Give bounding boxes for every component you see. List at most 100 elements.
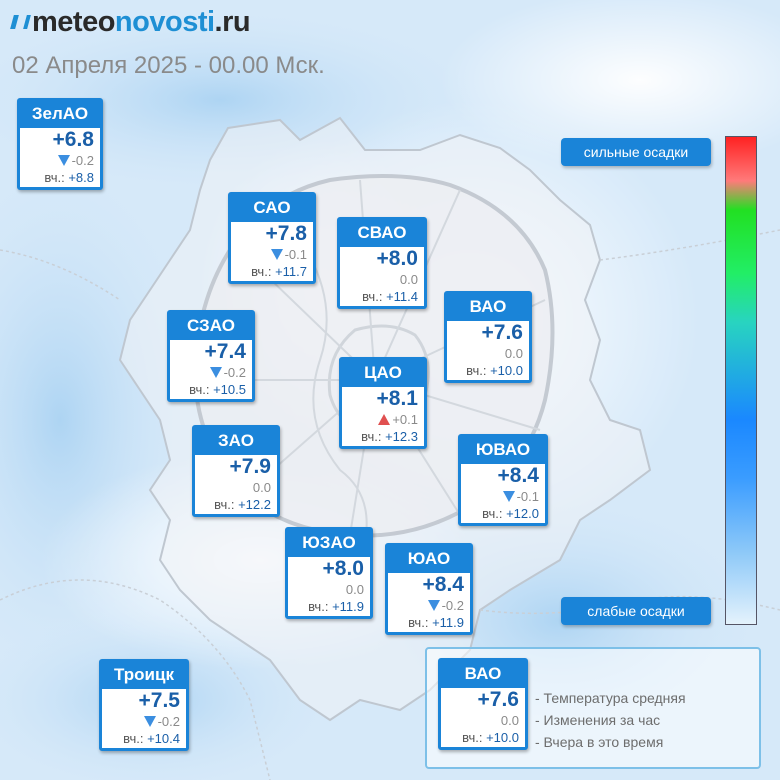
yesterday-value: +12.2 (238, 497, 271, 512)
forecast-date: 02 Апреля 2025 - 00.00 Мск. (12, 52, 325, 79)
district-yesterday: вч.: +10.4 (102, 730, 186, 748)
district-change: 0.0 (288, 581, 370, 598)
district-yesterday: вч.: +12.0 (461, 505, 545, 523)
district-card-tsao: ЦАО +8.1 +0.1 вч.: +12.3 (339, 357, 427, 449)
district-change: -0.1 (231, 246, 313, 263)
district-change-value: 0.0 (345, 582, 364, 597)
district-yesterday: вч.: +12.3 (342, 428, 424, 446)
district-change-value: -0.2 (157, 714, 180, 729)
district-yesterday: вч.: +8.8 (20, 169, 100, 187)
district-name: ЮВАО (461, 437, 545, 464)
district-temp: +7.8 (265, 222, 307, 245)
logo-mark-icon (10, 15, 31, 29)
district-name: ЮЗАО (288, 530, 370, 557)
change-arrow-icon (378, 414, 391, 425)
precip-strong-label: сильные осадки (561, 138, 711, 166)
district-name: ЦАО (342, 360, 424, 387)
legend-sample-card: ВАО +7.6 0.0 вч.: +10.0 (438, 658, 528, 750)
district-change-value: 0.0 (252, 480, 271, 495)
yesterday-label: вч.: (308, 599, 329, 614)
district-change: -0.2 (170, 364, 252, 381)
yesterday-label: вч.: (251, 264, 272, 279)
yesterday-value: +8.8 (68, 170, 94, 185)
district-yesterday: вч.: +11.9 (288, 598, 370, 616)
yesterday-label: вч.: (408, 615, 429, 630)
district-yesterday: вч.: +10.0 (447, 362, 529, 380)
district-temp: +7.6 (477, 688, 519, 711)
district-change: -0.2 (20, 152, 100, 169)
district-card-szao: СЗАО +7.4 -0.2 вч.: +10.5 (167, 310, 255, 402)
district-card-yuao: ЮАО +8.4 -0.2 вч.: +11.9 (385, 543, 473, 635)
district-temp: +6.8 (52, 128, 94, 151)
district-change-value: 0.0 (399, 272, 418, 287)
yesterday-label: вч.: (361, 429, 382, 444)
district-temp: +7.6 (481, 321, 523, 344)
yesterday-label: вч.: (482, 506, 503, 521)
yesterday-value: +10.5 (213, 382, 246, 397)
yesterday-label: вч.: (462, 730, 483, 745)
district-yesterday: вч.: +11.9 (388, 614, 470, 632)
district-temp: +8.0 (376, 247, 418, 270)
yesterday-label: вч.: (214, 497, 235, 512)
district-yesterday: вч.: +10.0 (441, 729, 525, 747)
yesterday-value: +10.0 (486, 730, 519, 745)
change-arrow-icon (270, 249, 283, 260)
logo-text-novosti: novosti (114, 6, 215, 38)
yesterday-value: +11.9 (432, 615, 464, 630)
district-temp: +8.4 (497, 464, 539, 487)
legend-line-change: - Изменения за час (535, 712, 661, 728)
district-name: СЗАО (170, 313, 252, 340)
district-change-value: -0.1 (516, 489, 539, 504)
district-change: -0.2 (388, 597, 470, 614)
district-name: СВАО (340, 220, 424, 247)
district-name: ЮАО (388, 546, 470, 573)
legend-line-temp: - Температура средняя (535, 690, 686, 706)
district-change: 0.0 (195, 479, 277, 496)
district-change: -0.2 (102, 713, 186, 730)
logo-text-domain: .ru (214, 6, 251, 38)
district-yesterday: вч.: +10.5 (170, 381, 252, 399)
yesterday-value: +11.7 (275, 264, 307, 279)
district-card-svao: СВАО +8.0 0.0 вч.: +11.4 (337, 217, 427, 309)
district-temp: +7.5 (138, 689, 180, 712)
district-card-troitsk: Троицк +7.5 -0.2 вч.: +10.4 (99, 659, 189, 751)
district-change-value: -0.1 (284, 247, 307, 262)
change-arrow-icon (209, 367, 222, 378)
district-change-value: -0.2 (441, 598, 464, 613)
district-name: ЗелАО (20, 101, 100, 128)
district-card-zelao: ЗелАО +6.8 -0.2 вч.: +8.8 (17, 98, 103, 190)
district-yesterday: вч.: +11.4 (340, 288, 424, 306)
district-temp: +8.4 (422, 573, 464, 596)
district-change: -0.1 (461, 488, 545, 505)
change-arrow-icon (57, 155, 70, 166)
district-card-yuvao: ЮВАО +8.4 -0.1 вч.: +12.0 (458, 434, 548, 526)
legend-line-yesterday: - Вчера в это время (535, 734, 664, 750)
yesterday-value: +12.0 (506, 506, 539, 521)
district-change: 0.0 (340, 271, 424, 288)
yesterday-value: +10.0 (490, 363, 523, 378)
district-change: 0.0 (447, 345, 529, 362)
district-yesterday: вч.: +12.2 (195, 496, 277, 514)
site-logo[interactable]: meteonovosti.ru (10, 6, 251, 39)
change-arrow-icon (143, 716, 156, 727)
yesterday-label: вч.: (189, 382, 210, 397)
district-temp: +8.1 (376, 387, 418, 410)
district-card-yuzao: ЮЗАО +8.0 0.0 вч.: +11.9 (285, 527, 373, 619)
change-arrow-icon (427, 600, 440, 611)
district-name: ЗАО (195, 428, 277, 455)
district-card-vao: ВАО +7.6 0.0 вч.: +10.0 (444, 291, 532, 383)
district-yesterday: вч.: +11.7 (231, 263, 313, 281)
district-card-zao: ЗАО +7.9 0.0 вч.: +12.2 (192, 425, 280, 517)
district-name: ВАО (441, 661, 525, 688)
yesterday-label: вч.: (362, 289, 383, 304)
district-change-value: +0.1 (392, 412, 418, 427)
district-change-value: -0.2 (71, 153, 94, 168)
district-name: САО (231, 195, 313, 222)
yesterday-label: вч.: (44, 170, 65, 185)
yesterday-value: +10.4 (147, 731, 180, 746)
district-change-value: -0.2 (223, 365, 246, 380)
yesterday-value: +11.4 (386, 289, 418, 304)
yesterday-label: вч.: (123, 731, 144, 746)
precip-weak-label: слабые осадки (561, 597, 711, 625)
district-change: +0.1 (342, 411, 424, 428)
